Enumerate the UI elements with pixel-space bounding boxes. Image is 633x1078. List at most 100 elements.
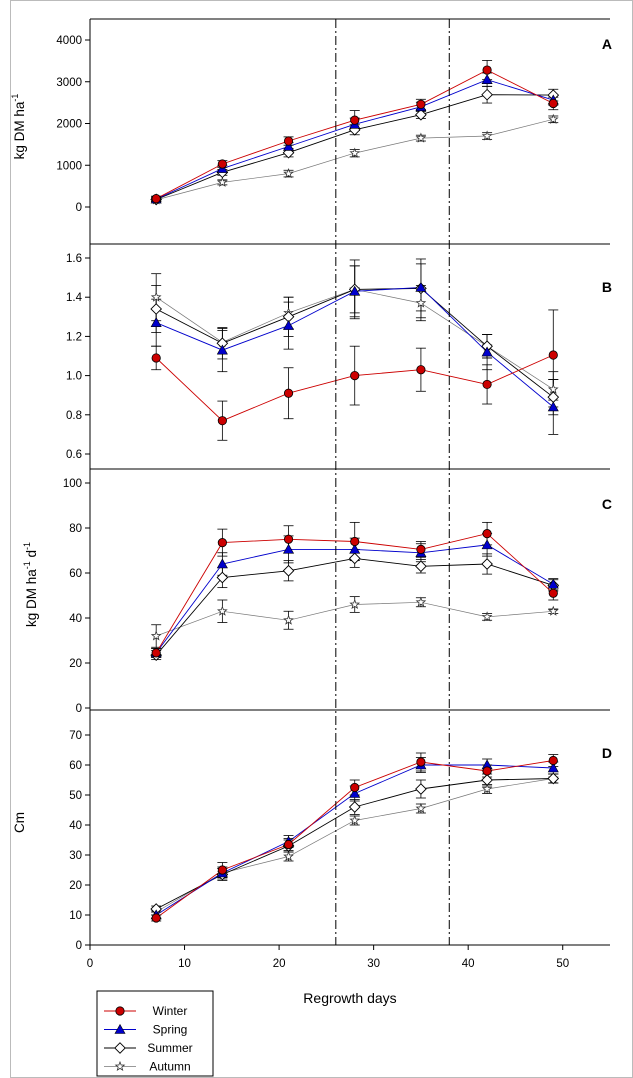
- reference-lines: [335, 19, 450, 945]
- y-tick-label: 0: [76, 940, 82, 952]
- y-tick-label: 0.6: [66, 449, 82, 461]
- markers-summer: [150, 88, 560, 206]
- data-point: [151, 353, 161, 363]
- y-tick-label: 10: [69, 910, 82, 922]
- data-point: [283, 850, 294, 862]
- data-point: [151, 194, 161, 204]
- data-point: [348, 552, 361, 565]
- legend-label: Spring: [153, 1023, 188, 1037]
- data-point: [415, 132, 427, 143]
- legend: Winter Spring Summer Autumn: [96, 990, 214, 1077]
- y-axis-label: kg DM ha-1: [10, 94, 27, 160]
- data-point: [217, 159, 227, 169]
- data-point: [416, 757, 426, 767]
- data-point: [350, 115, 360, 125]
- y-tick-label: 1000: [56, 160, 82, 172]
- x-tick-label: 50: [556, 958, 569, 970]
- data-point: [283, 543, 295, 554]
- data-point: [547, 605, 559, 616]
- y-tick-label: 20: [69, 880, 82, 892]
- data-point: [350, 782, 360, 793]
- data-point: [481, 783, 493, 794]
- y-tick-label: 20: [69, 658, 82, 670]
- y-tick-label: 60: [69, 760, 82, 772]
- x-tick-label: 40: [462, 958, 475, 970]
- data-point: [150, 291, 162, 302]
- panel-label: D: [602, 745, 612, 761]
- data-point: [283, 167, 294, 179]
- y-axis-label: Cm: [12, 812, 27, 833]
- data-point: [348, 801, 361, 813]
- panel-a: 0 1000 2000 3000 4000 Akg DM ha-1: [10, 18, 612, 245]
- data-point: [547, 762, 559, 773]
- data-point: [548, 755, 558, 766]
- data-point: [548, 350, 558, 360]
- data-point: [216, 571, 229, 584]
- y-tick-label: 2000: [56, 119, 82, 131]
- legend-label: Winter: [153, 1004, 188, 1018]
- data-point: [547, 772, 560, 785]
- markers-winter: [151, 529, 558, 658]
- data-point: [547, 391, 560, 403]
- x-axis-label: Regrowth days: [303, 990, 396, 1006]
- data-point: [349, 814, 361, 826]
- data-point: [282, 564, 295, 577]
- data-point: [416, 99, 426, 109]
- markers-winter: [151, 755, 558, 923]
- data-point: [217, 605, 228, 616]
- y-tick-label: 70: [69, 730, 82, 742]
- y-axis-label-main: kg DM ha: [12, 101, 27, 159]
- x-tick-label: 0: [87, 958, 93, 970]
- data-point: [548, 588, 558, 598]
- legend-items: Winter Spring Summer Autumn: [104, 1004, 193, 1074]
- data-point: [283, 140, 295, 151]
- data-point: [547, 383, 559, 394]
- data-point: [350, 370, 360, 381]
- markers-winter: [151, 65, 558, 204]
- legend-marker: [114, 1060, 126, 1072]
- y-axis-label-sup: -1: [22, 561, 32, 569]
- data-point: [217, 538, 227, 548]
- panel-label: B: [602, 279, 612, 295]
- y-tick-label: 1.2: [66, 331, 82, 343]
- data-point: [283, 136, 294, 146]
- legend-entry-autumn: Autumn: [104, 1060, 191, 1074]
- data-point: [283, 839, 294, 850]
- data-point: [481, 346, 493, 357]
- data-point: [482, 766, 492, 776]
- data-point: [151, 913, 161, 923]
- data-point: [482, 65, 492, 75]
- data-point: [415, 297, 427, 308]
- y-tick-label: 50: [69, 790, 82, 802]
- y-tick-label: 40: [69, 613, 82, 625]
- y-tick-label: 40: [69, 820, 82, 832]
- y-tick-label: 1.6: [66, 253, 82, 265]
- data-point: [481, 88, 493, 101]
- data-point: [415, 802, 427, 814]
- data-point: [349, 787, 361, 798]
- y-tick-label: 1.4: [66, 292, 83, 304]
- data-point: [415, 108, 427, 121]
- y-axis-label: kg DM ha-1 d-1: [22, 542, 39, 627]
- data-point: [150, 303, 163, 315]
- panel-b: 0.6 0.8 1.0 1.2 1.4 1.6 B: [66, 244, 612, 470]
- legend-entry-winter: Winter: [104, 1004, 187, 1018]
- y-axis-label-tail: d: [24, 550, 39, 561]
- data-point: [415, 596, 427, 607]
- data-point: [482, 529, 492, 539]
- data-point: [415, 281, 427, 292]
- series-summer: [151, 85, 559, 202]
- markers-winter: [151, 350, 558, 426]
- y-tick-label: 1.0: [66, 371, 82, 383]
- data-point: [283, 614, 294, 625]
- data-point: [283, 388, 294, 398]
- data-point: [481, 558, 493, 570]
- y-axis-label-main: Cm: [12, 812, 27, 833]
- data-point: [283, 320, 295, 330]
- legend-marker: [114, 1042, 126, 1054]
- y-tick-label: 60: [69, 568, 82, 580]
- data-point: [547, 578, 559, 589]
